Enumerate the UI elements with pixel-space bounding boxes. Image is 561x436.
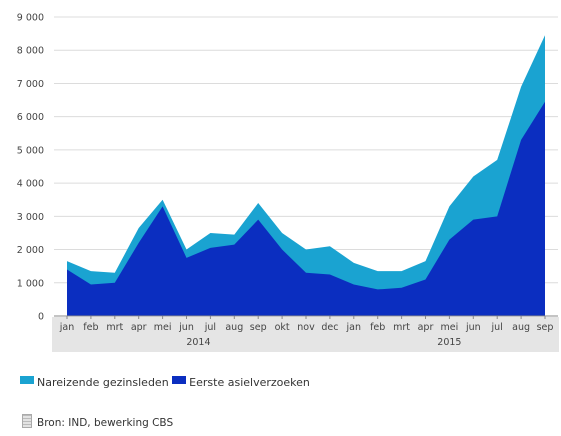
x-tick-label: mei xyxy=(154,322,172,333)
x-tick-label: dec xyxy=(321,322,338,333)
y-tick-label: 5 000 xyxy=(17,145,44,156)
legend-label-eerste: Eerste asielverzoeken xyxy=(189,376,310,389)
y-tick-label: 7 000 xyxy=(17,79,44,90)
y-tick-label: 1 000 xyxy=(17,278,44,289)
x-year-label: 2015 xyxy=(437,337,461,348)
x-year-label: 2014 xyxy=(186,337,210,348)
series-areas xyxy=(67,35,545,317)
x-tick-label: jun xyxy=(178,322,194,333)
x-tick-label: jan xyxy=(59,322,74,333)
legend: Nareizende gezinsleden Eerste asielverzo… xyxy=(20,376,310,390)
legend-item-eerste: Eerste asielverzoeken xyxy=(172,376,310,390)
y-tick-label: 0 xyxy=(38,312,44,323)
legend-label-nareizende: Nareizende gezinsleden xyxy=(37,376,169,389)
x-tick-label: aug xyxy=(512,322,530,333)
y-tick-label: 2 000 xyxy=(17,245,44,256)
x-tick-label: mrt xyxy=(106,322,123,333)
y-tick-label: 3 000 xyxy=(17,212,44,223)
x-tick-label: sep xyxy=(250,322,267,333)
x-tick-label: mrt xyxy=(393,322,410,333)
x-axis-band xyxy=(52,317,559,352)
y-tick-label: 9 000 xyxy=(17,13,44,24)
area-chart: 0 1 000 2 000 3 000 4 000 5 000 6 000 7 000 8 00… xyxy=(17,13,559,352)
series-area-eerste xyxy=(67,101,545,316)
y-axis: 0 1 000 2 000 3 000 4 000 5 000 6 000 7 000 8 00… xyxy=(17,13,558,323)
x-tick-label: jul xyxy=(491,322,503,333)
x-tick-label: feb xyxy=(83,322,98,333)
legend-item-nareizende: Nareizende gezinsleden xyxy=(20,376,169,390)
x-tick-label: jun xyxy=(465,322,481,333)
x-tick-label: jan xyxy=(346,322,361,333)
x-tick-label: nov xyxy=(297,322,315,333)
legend-swatch-eerste xyxy=(172,376,187,384)
source-note: Bron: IND, bewerking CBS xyxy=(22,414,173,430)
y-tick-label: 6 000 xyxy=(17,112,44,123)
x-axis: jan feb mrt apr mei jun jul aug sep okt nov dec jan f… xyxy=(59,316,554,348)
y-tick-label: 8 000 xyxy=(17,46,44,57)
source-text: Bron: IND, bewerking CBS xyxy=(37,417,174,429)
x-tick-label: okt xyxy=(275,322,290,333)
x-tick-label: apr xyxy=(418,322,434,333)
x-tick-label: sep xyxy=(537,322,554,333)
legend-swatch-nareizende xyxy=(20,376,34,384)
x-tick-label: feb xyxy=(370,322,385,333)
y-tick-label: 4 000 xyxy=(17,179,44,190)
x-tick-label: mei xyxy=(441,322,459,333)
x-tick-label: jul xyxy=(204,322,216,333)
document-icon xyxy=(22,414,32,428)
x-tick-label: apr xyxy=(131,322,147,333)
x-tick-label: aug xyxy=(225,322,243,333)
